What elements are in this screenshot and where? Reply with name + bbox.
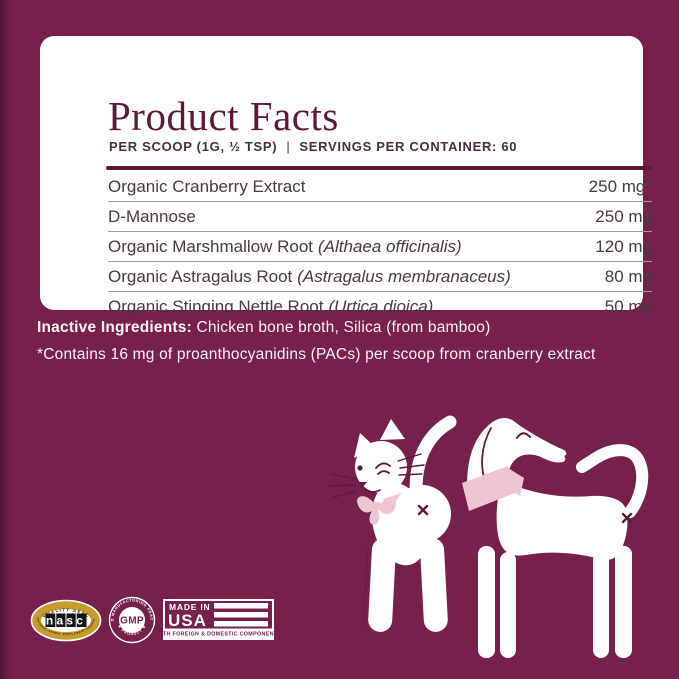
cat-left-ear xyxy=(354,433,375,458)
cat-head xyxy=(355,441,407,493)
usa-usa-text: USA xyxy=(168,611,207,630)
cat-right-leg xyxy=(420,538,448,632)
ingredient-amount: 80 mg xyxy=(604,266,652,286)
pac-footnote: *Contains 16 mg of proanthocyanidins (PA… xyxy=(37,346,596,363)
ingredient-latin: (Althaea officinalis) xyxy=(318,236,462,256)
usa-made-in-text: MADE IN xyxy=(169,602,211,612)
ingredient-name: Organic Cranberry Extract xyxy=(108,176,306,196)
inactive-ingredients-note: Inactive Ingredients: Chicken bone broth… xyxy=(37,319,490,337)
cat-nose xyxy=(359,482,367,487)
cat-bow-knot xyxy=(372,501,382,511)
page-title: Product Facts xyxy=(108,93,339,139)
dog-front-leg-1 xyxy=(478,546,495,658)
ingredient-amount: 250 mg xyxy=(595,206,652,226)
dog-eye xyxy=(516,432,531,439)
dog-hind-leg-1 xyxy=(593,552,609,658)
cat-left-leg xyxy=(368,538,396,632)
serving-line: PER SCOOP (1G, ½ TSP) | SERVINGS PER CONTA… xyxy=(109,139,517,154)
dog-front-leg-2 xyxy=(500,552,516,658)
divider-rule xyxy=(106,166,652,170)
dog-bandana xyxy=(462,466,515,511)
ingredient-row: Organic Astragalus Root (Astragalus membr… xyxy=(108,262,652,292)
product-facts-panel: Product Facts PER SCOOP (1G, ½ TSP) | SERV… xyxy=(40,36,652,316)
serving-divider: | xyxy=(286,139,291,154)
dog-hind-leg-2 xyxy=(615,546,632,658)
ingredient-name: D-Mannose xyxy=(108,206,196,226)
cat-eye xyxy=(357,465,363,471)
per-scoop-text: PER SCOOP (1G, ½ TSP) xyxy=(109,139,278,154)
ingredient-name: Organic Marshmallow Root xyxy=(108,236,314,256)
cat-hindquarters xyxy=(393,485,451,543)
usa-stripe xyxy=(214,612,268,618)
cat-x-mark xyxy=(417,504,429,516)
ingredient-latin: (Urtica dioica) xyxy=(328,296,434,316)
cat-right-ear xyxy=(380,419,405,440)
left-edge-shadow xyxy=(0,0,10,679)
cat-bow-right-loop xyxy=(379,498,396,515)
ingredient-table: Organic Cranberry Extract 250 mg* D-Mann… xyxy=(108,172,652,321)
cat-bow-tail xyxy=(369,509,379,525)
usa-stripe xyxy=(214,603,268,609)
dog-bandana-knot xyxy=(508,468,524,496)
ingredient-name: Organic Stinging Nettle Root xyxy=(108,296,324,316)
inactive-ingredients-label: Inactive Ingredients: xyxy=(37,319,192,336)
nasc-seal: QUALITY SEAL nasc NATIONAL ANIMAL SUPPLE… xyxy=(30,599,102,642)
ingredient-name: Organic Astragalus Root xyxy=(108,266,293,286)
ingredient-amount: 120 mg xyxy=(595,236,652,256)
usa-bottom-strip xyxy=(165,628,272,638)
gmp-center-text: GMP xyxy=(120,616,144,627)
dog-x-mark xyxy=(621,512,633,524)
ingredient-row: D-Mannose 250 mg xyxy=(108,202,652,232)
ingredient-latin: (Astragalus membranaceus) xyxy=(297,266,511,286)
ingredient-amount: 250 mg* xyxy=(588,176,652,196)
ingredient-row: Organic Cranberry Extract 250 mg* xyxy=(108,172,652,202)
cat-leg-contour xyxy=(362,547,369,627)
cat-whiskers xyxy=(328,453,425,498)
cat-mouth xyxy=(362,486,381,493)
cat-dog-illustration xyxy=(328,415,649,658)
cat-wink-eye xyxy=(375,462,391,475)
dog-tail xyxy=(576,444,649,518)
made-in-usa-badge: MADE IN USA WITH FOREIGN & DOMESTIC COMP… xyxy=(163,599,274,640)
nasc-center-text: nasc xyxy=(46,614,86,628)
cat-bow-left-loop xyxy=(357,496,374,513)
ingredient-row: Organic Stinging Nettle Root (Urtica dioi… xyxy=(108,292,652,321)
gmp-badge: GMP GOOD MANUFACTURING PRACTICE ★ PRODUC… xyxy=(108,596,156,644)
ingredient-amount: 50 mg xyxy=(604,296,652,316)
usa-stripe xyxy=(214,621,268,627)
servings-per-container-text: SERVINGS PER CONTAINER: 60 xyxy=(299,139,518,154)
dog-body xyxy=(496,482,628,560)
ingredient-row: Organic Marshmallow Root (Althaea officin… xyxy=(108,232,652,262)
usa-components-text: WITH FOREIGN & DOMESTIC COMPONENTS xyxy=(163,632,274,638)
inactive-ingredients-value: Chicken bone broth, Silica (from bamboo) xyxy=(196,319,491,336)
